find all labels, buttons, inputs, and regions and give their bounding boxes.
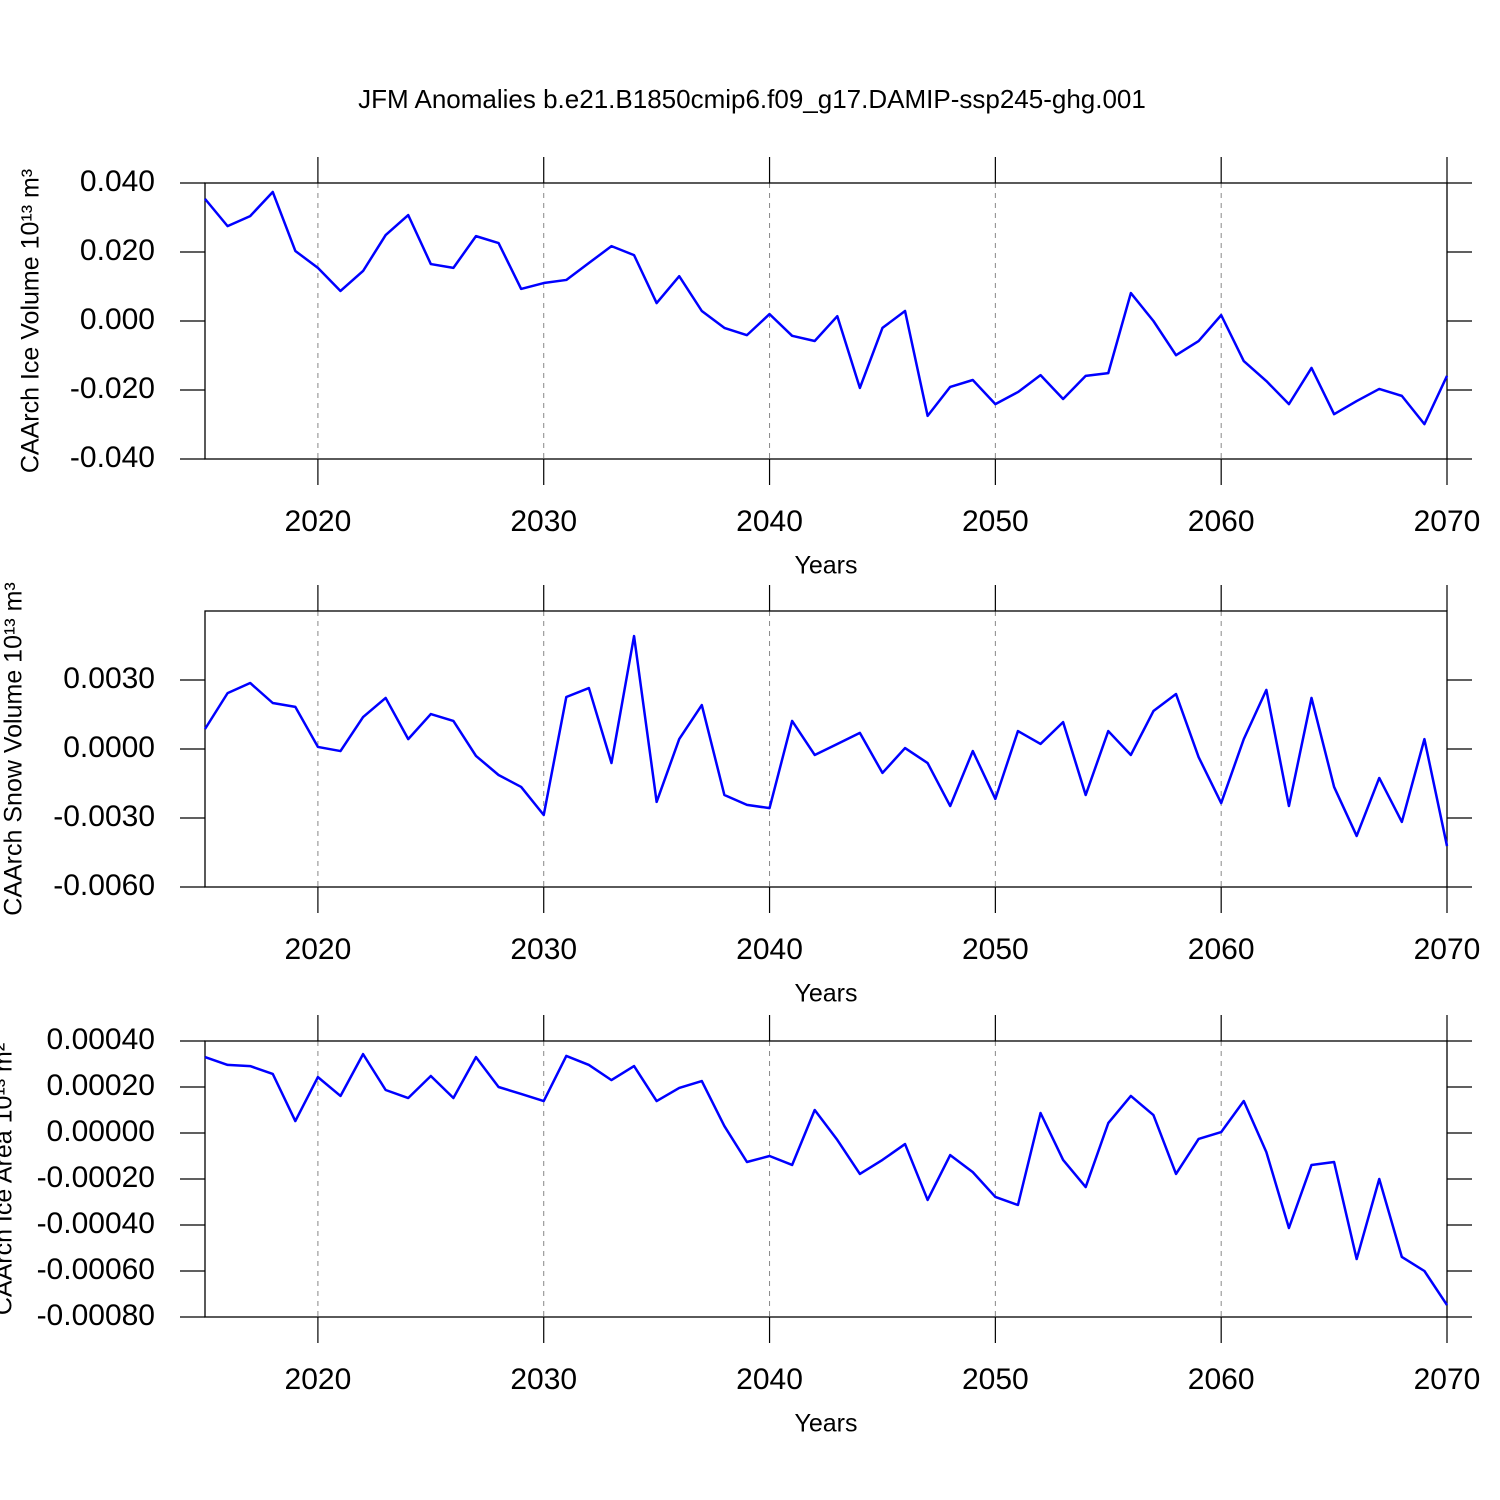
x-tick-label: 2040 — [736, 933, 803, 966]
y-tick-label: 0.0030 — [63, 662, 155, 695]
chart-title: JFM Anomalies b.e21.B1850cmip6.f09_g17.D… — [358, 84, 1146, 114]
plot-frame — [204, 1040, 1448, 1318]
y-tick-label: -0.0030 — [53, 800, 155, 833]
plot-frame — [204, 610, 1448, 888]
x-tick-label: 2060 — [1188, 505, 1255, 538]
x-tick-label: 2030 — [510, 505, 577, 538]
data-line — [204, 190, 1449, 426]
y-tick-label: -0.00020 — [37, 1161, 155, 1194]
x-axis-label: Years — [794, 552, 857, 580]
x-axis-label: Years — [794, 1410, 857, 1438]
y-tick-label: 0.0000 — [63, 731, 155, 764]
y-axis-label: CAArch Ice Area 10¹³ m² — [0, 1043, 18, 1315]
x-tick-label: 2020 — [285, 933, 352, 966]
data-line — [204, 1052, 1449, 1306]
y-tick-label: 0.00000 — [47, 1115, 155, 1148]
y-tick-label: -0.0060 — [53, 869, 155, 902]
y-axis-label: CAArch Ice Volume 10¹³ m³ — [17, 169, 45, 473]
x-tick-label: 2030 — [510, 933, 577, 966]
y-tick-label: 0.00040 — [47, 1023, 155, 1056]
x-tick-label: 2070 — [1414, 505, 1481, 538]
y-tick-label: 0.040 — [80, 165, 155, 198]
x-tick-label: 2050 — [962, 933, 1029, 966]
y-tick-label: -0.00080 — [37, 1299, 155, 1332]
y-tick-label: 0.020 — [80, 234, 155, 267]
x-tick-label: 2070 — [1414, 933, 1481, 966]
x-tick-label: 2070 — [1414, 1363, 1481, 1396]
y-tick-label: -0.00060 — [37, 1253, 155, 1286]
x-tick-label: 2030 — [510, 1363, 577, 1396]
y-tick-label: -0.020 — [70, 372, 155, 405]
y-tick-label: -0.00040 — [37, 1207, 155, 1240]
y-axis-label: CAArch Snow Volume 10¹³ m³ — [0, 582, 28, 915]
x-tick-label: 2050 — [962, 505, 1029, 538]
data-line — [203, 634, 1449, 847]
y-tick-label: -0.040 — [70, 441, 155, 474]
x-tick-label: 2040 — [736, 505, 803, 538]
x-tick-label: 2060 — [1188, 1363, 1255, 1396]
x-tick-label: 2020 — [285, 1363, 352, 1396]
x-axis-label: Years — [794, 980, 857, 1008]
plot-frame — [204, 182, 1448, 460]
y-tick-label: 0.000 — [80, 303, 155, 336]
x-tick-label: 2020 — [285, 505, 352, 538]
x-tick-label: 2050 — [962, 1363, 1029, 1396]
y-tick-label: 0.00020 — [47, 1069, 155, 1102]
x-tick-label: 2060 — [1188, 933, 1255, 966]
x-tick-label: 2040 — [736, 1363, 803, 1396]
